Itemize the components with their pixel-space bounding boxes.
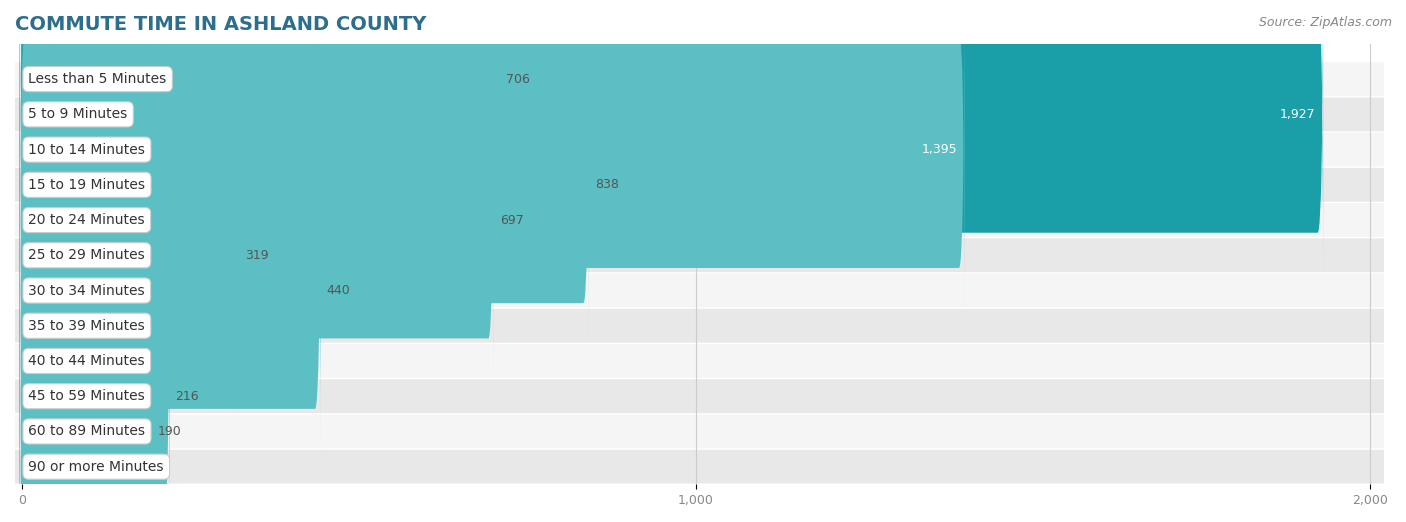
FancyBboxPatch shape	[20, 303, 135, 522]
FancyBboxPatch shape	[15, 98, 1388, 131]
Text: 1,395: 1,395	[921, 143, 957, 156]
Text: 74: 74	[80, 354, 96, 367]
FancyBboxPatch shape	[20, 0, 499, 243]
FancyBboxPatch shape	[20, 233, 169, 522]
Text: 319: 319	[245, 249, 269, 262]
Text: 25 to 29 Minutes: 25 to 29 Minutes	[28, 248, 145, 262]
Text: 10 to 14 Minutes: 10 to 14 Minutes	[28, 143, 145, 157]
Text: 40 to 44 Minutes: 40 to 44 Minutes	[28, 354, 145, 368]
Text: Source: ZipAtlas.com: Source: ZipAtlas.com	[1258, 16, 1392, 29]
Text: 68: 68	[76, 319, 91, 332]
Text: 60 to 89 Minutes: 60 to 89 Minutes	[28, 424, 145, 438]
Text: 697: 697	[499, 213, 523, 227]
Text: 15 to 19 Minutes: 15 to 19 Minutes	[28, 178, 145, 192]
FancyBboxPatch shape	[20, 56, 494, 384]
Text: 1,927: 1,927	[1279, 108, 1316, 121]
FancyBboxPatch shape	[15, 203, 1388, 237]
Text: 90 or more Minutes: 90 or more Minutes	[28, 460, 165, 473]
FancyBboxPatch shape	[20, 0, 965, 313]
Text: Less than 5 Minutes: Less than 5 Minutes	[28, 72, 167, 86]
FancyBboxPatch shape	[20, 197, 73, 522]
FancyBboxPatch shape	[20, 268, 152, 522]
Text: 838: 838	[595, 179, 619, 192]
FancyBboxPatch shape	[15, 168, 1388, 201]
Text: 30 to 34 Minutes: 30 to 34 Minutes	[28, 283, 145, 298]
Text: COMMUTE TIME IN ASHLAND COUNTY: COMMUTE TIME IN ASHLAND COUNTY	[15, 15, 426, 34]
FancyBboxPatch shape	[20, 92, 239, 419]
FancyBboxPatch shape	[20, 0, 1323, 278]
Text: 5 to 9 Minutes: 5 to 9 Minutes	[28, 108, 128, 121]
Text: 440: 440	[326, 284, 350, 297]
Text: 20 to 24 Minutes: 20 to 24 Minutes	[28, 213, 145, 227]
Text: 706: 706	[506, 73, 530, 86]
FancyBboxPatch shape	[15, 414, 1388, 448]
FancyBboxPatch shape	[15, 133, 1388, 167]
Text: 216: 216	[176, 390, 200, 402]
Text: 45 to 59 Minutes: 45 to 59 Minutes	[28, 389, 145, 403]
FancyBboxPatch shape	[15, 309, 1388, 342]
Text: 164: 164	[141, 460, 165, 473]
FancyBboxPatch shape	[15, 274, 1388, 307]
Text: 190: 190	[157, 425, 181, 438]
FancyBboxPatch shape	[20, 21, 589, 348]
FancyBboxPatch shape	[20, 127, 321, 454]
FancyBboxPatch shape	[15, 239, 1388, 272]
FancyBboxPatch shape	[15, 62, 1388, 96]
FancyBboxPatch shape	[15, 344, 1388, 378]
Text: 35 to 39 Minutes: 35 to 39 Minutes	[28, 319, 145, 333]
FancyBboxPatch shape	[15, 379, 1388, 413]
FancyBboxPatch shape	[15, 450, 1388, 483]
FancyBboxPatch shape	[20, 162, 70, 489]
